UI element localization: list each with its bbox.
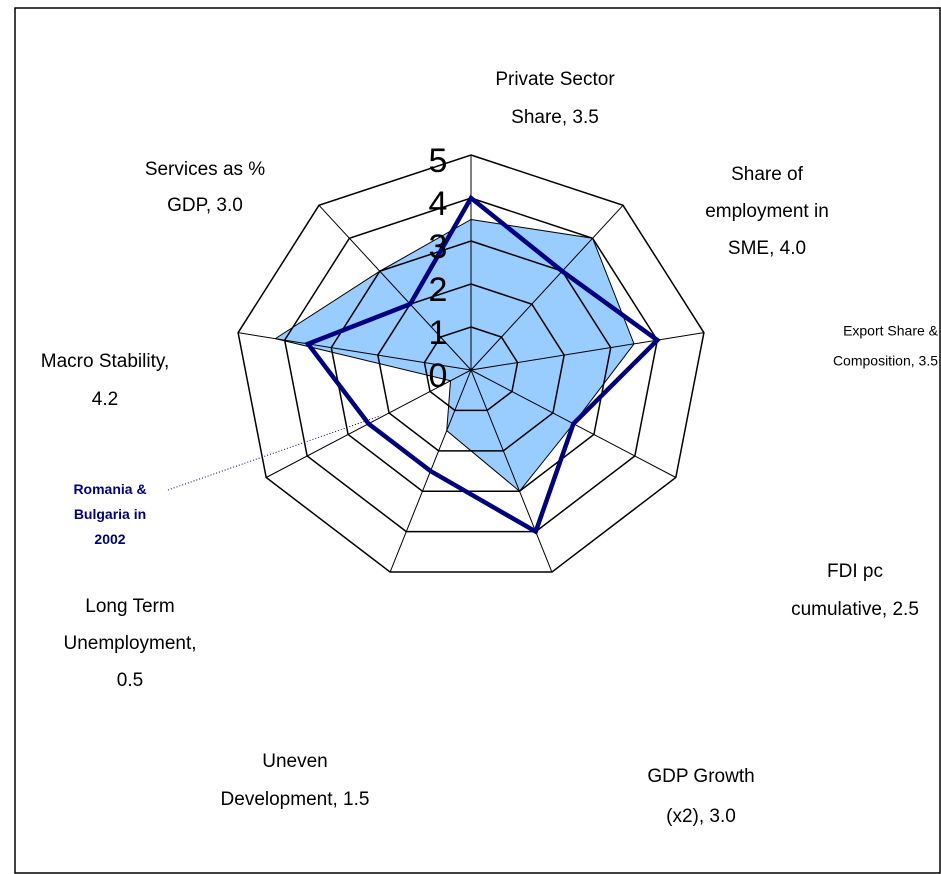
category-label: Development, 1.5 xyxy=(221,789,370,810)
category-label: Share of xyxy=(731,164,804,185)
frame xyxy=(14,7,941,874)
category-label: Composition, 3.5 xyxy=(833,353,938,369)
category-label: Share, 3.5 xyxy=(511,107,599,128)
spoke xyxy=(238,332,472,371)
r-tick-label: 5 xyxy=(429,142,448,180)
category-label: (x2), 3.0 xyxy=(666,806,736,827)
line xyxy=(304,194,661,535)
r-tick-label: 1 xyxy=(429,314,448,352)
spoke xyxy=(470,369,553,573)
grid-ring xyxy=(423,326,519,412)
category-label: Macro Stability, xyxy=(41,351,169,372)
grid-ring xyxy=(237,154,705,573)
category-label: 0.5 xyxy=(117,670,143,691)
r-tick-label: 2 xyxy=(429,271,448,309)
category-label: GDP, 3.0 xyxy=(167,195,243,216)
category-label: SME, 4.0 xyxy=(728,238,806,259)
category-label: Private Sector xyxy=(495,69,615,90)
annotation-leader xyxy=(167,415,381,491)
category-label: Unemployment, xyxy=(63,633,196,654)
category-label: GDP Growth xyxy=(647,766,754,787)
category-label: FDI pc xyxy=(827,561,883,582)
r-tick-label: 0 xyxy=(429,357,448,395)
grid-ring xyxy=(283,197,659,533)
area xyxy=(274,218,635,492)
series-annotation: Romania & Bulgaria in 2002 xyxy=(73,481,146,547)
spoke xyxy=(318,204,472,371)
r-tick-label: 3 xyxy=(429,228,448,266)
category-label: 4.2 xyxy=(92,389,118,410)
category-label: Uneven xyxy=(262,751,328,772)
grid-ring xyxy=(377,283,565,452)
category-label: Services as % xyxy=(145,159,265,180)
spoke xyxy=(470,332,704,371)
spoke xyxy=(470,204,624,371)
grid-ring xyxy=(330,240,612,492)
category-label: Long Term xyxy=(85,596,174,617)
category-label: employment in xyxy=(705,201,829,222)
category-label: Export Share & xyxy=(843,323,939,339)
category-label: cumulative, 2.5 xyxy=(791,599,919,620)
r-tick-label: 4 xyxy=(429,185,448,223)
